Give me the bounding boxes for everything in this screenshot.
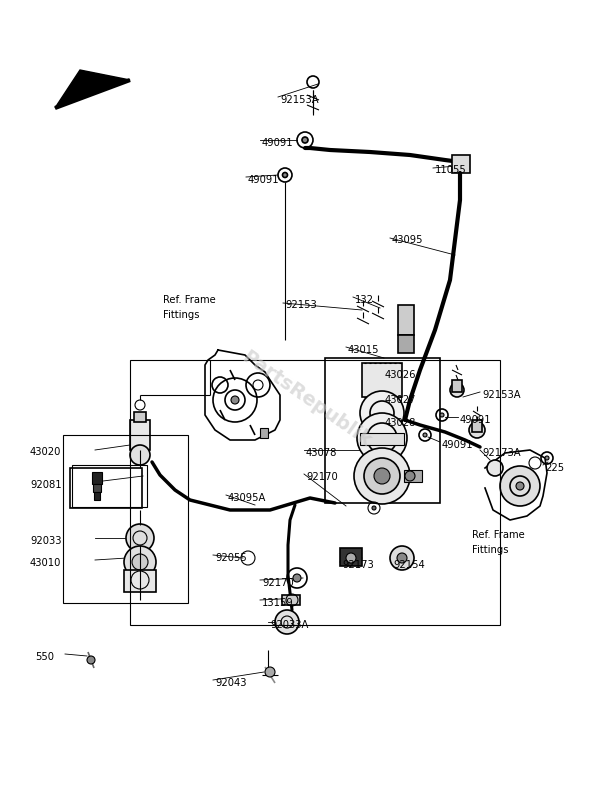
Text: 43095: 43095 xyxy=(392,235,423,245)
Circle shape xyxy=(132,554,148,570)
Text: 92153A: 92153A xyxy=(482,390,521,400)
Text: 92055: 92055 xyxy=(215,553,247,563)
Bar xyxy=(70,468,142,508)
Circle shape xyxy=(130,445,150,465)
Circle shape xyxy=(469,422,485,438)
Bar xyxy=(260,428,268,438)
Text: 49091: 49091 xyxy=(442,440,474,450)
Circle shape xyxy=(405,471,415,481)
Bar xyxy=(134,412,146,422)
Circle shape xyxy=(126,524,154,552)
Bar xyxy=(362,363,402,397)
Circle shape xyxy=(450,383,464,397)
Bar xyxy=(452,380,462,392)
Text: 92170: 92170 xyxy=(306,472,337,482)
Text: Fittings: Fittings xyxy=(472,545,508,555)
Bar xyxy=(472,420,482,432)
Text: 92173: 92173 xyxy=(342,560,374,570)
Text: 43078: 43078 xyxy=(306,448,337,458)
Text: 92173A: 92173A xyxy=(482,448,521,458)
Bar xyxy=(93,484,101,492)
Circle shape xyxy=(302,137,308,143)
Text: 92153A: 92153A xyxy=(280,95,319,105)
Circle shape xyxy=(283,173,287,177)
Text: 43015: 43015 xyxy=(348,345,379,355)
Bar xyxy=(72,465,147,507)
Bar xyxy=(340,548,362,566)
Circle shape xyxy=(346,553,356,563)
Text: 92043: 92043 xyxy=(215,678,247,688)
Circle shape xyxy=(360,391,404,435)
Circle shape xyxy=(231,396,239,404)
Circle shape xyxy=(293,574,301,582)
Bar xyxy=(130,420,150,450)
Circle shape xyxy=(397,553,407,563)
Bar xyxy=(282,595,300,605)
Bar xyxy=(63,435,188,603)
Circle shape xyxy=(516,482,524,490)
Circle shape xyxy=(372,506,376,510)
Text: 92154: 92154 xyxy=(393,560,425,570)
Text: 49091: 49091 xyxy=(460,415,492,425)
Bar xyxy=(452,155,470,173)
Bar xyxy=(92,472,102,484)
Text: 225: 225 xyxy=(545,463,564,473)
Text: 43020: 43020 xyxy=(30,447,61,457)
Bar xyxy=(94,492,100,500)
Bar xyxy=(325,358,440,503)
Text: Fittings: Fittings xyxy=(163,310,200,320)
Circle shape xyxy=(275,610,299,634)
Text: 92170: 92170 xyxy=(262,578,294,588)
Bar xyxy=(360,433,404,445)
Text: 49091: 49091 xyxy=(248,175,280,185)
Circle shape xyxy=(124,546,156,578)
Circle shape xyxy=(423,433,427,437)
Circle shape xyxy=(357,413,407,463)
Text: 550: 550 xyxy=(35,652,54,662)
Text: 43010: 43010 xyxy=(30,558,61,568)
Circle shape xyxy=(374,468,390,484)
Text: 92081: 92081 xyxy=(30,480,62,490)
Circle shape xyxy=(265,667,275,677)
Circle shape xyxy=(440,413,444,417)
Circle shape xyxy=(87,656,95,664)
Bar xyxy=(398,305,414,335)
Text: 43026: 43026 xyxy=(385,370,416,380)
Polygon shape xyxy=(55,70,130,108)
Text: PartsRepublik: PartsRepublik xyxy=(238,348,375,451)
Text: 43027: 43027 xyxy=(385,395,416,405)
Text: 49091: 49091 xyxy=(262,138,294,148)
Circle shape xyxy=(545,456,549,460)
Text: Ref. Frame: Ref. Frame xyxy=(163,295,216,305)
Text: 92153: 92153 xyxy=(285,300,317,310)
Circle shape xyxy=(500,466,540,506)
Circle shape xyxy=(354,448,410,504)
Text: 92033A: 92033A xyxy=(270,620,309,630)
Bar xyxy=(398,335,414,353)
Bar xyxy=(124,570,156,592)
Text: 13159: 13159 xyxy=(262,598,294,608)
Bar xyxy=(404,470,422,482)
Text: Ref. Frame: Ref. Frame xyxy=(472,530,525,540)
Circle shape xyxy=(390,546,414,570)
Text: 92033: 92033 xyxy=(30,536,61,546)
Circle shape xyxy=(487,460,503,476)
Text: 43095A: 43095A xyxy=(228,493,266,503)
Bar xyxy=(130,360,500,625)
Text: 11055: 11055 xyxy=(435,165,466,175)
Circle shape xyxy=(364,458,400,494)
Text: 132: 132 xyxy=(355,295,374,305)
Text: 43028: 43028 xyxy=(385,418,416,428)
